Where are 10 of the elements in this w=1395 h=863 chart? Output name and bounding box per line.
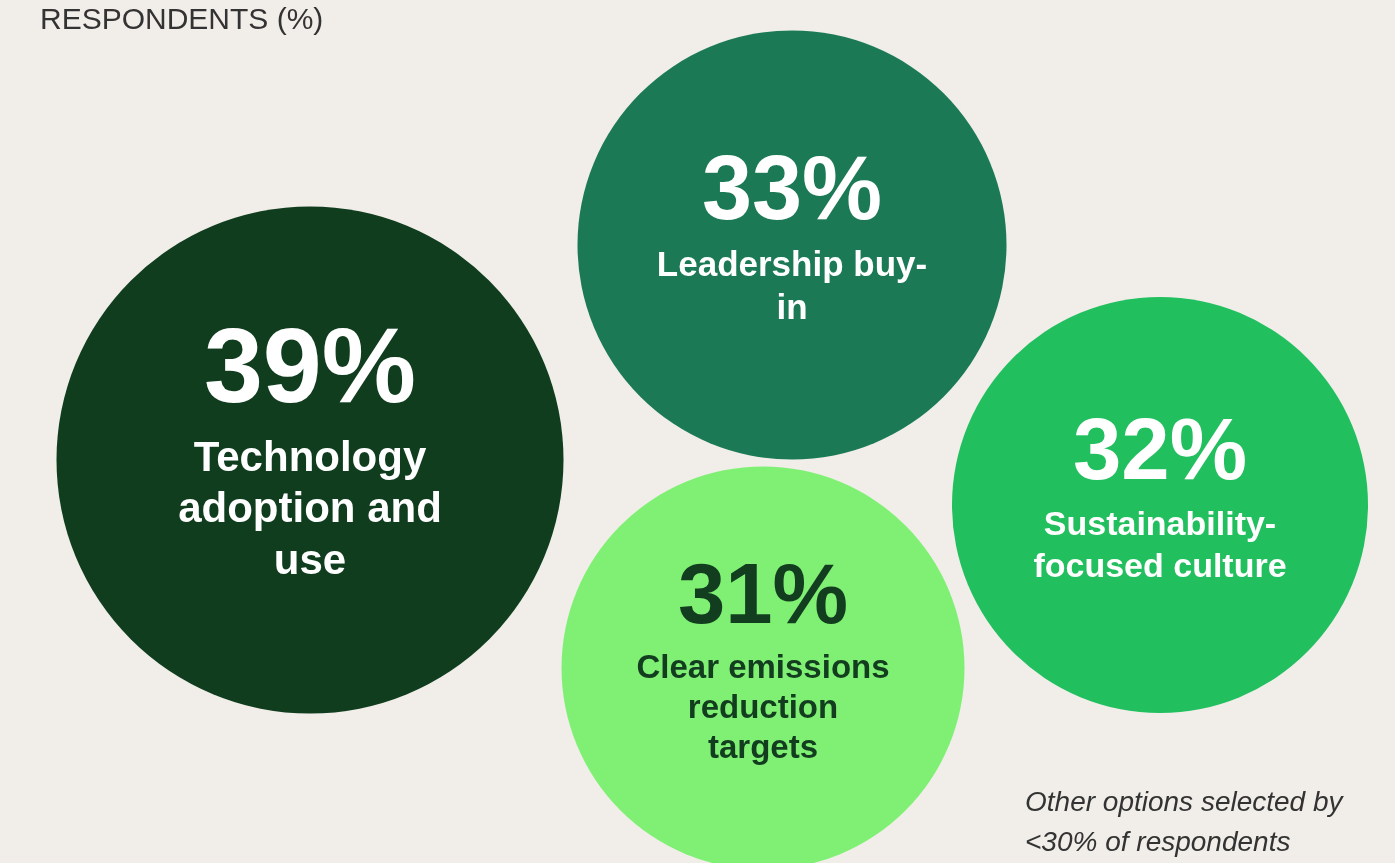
- data-label: 33%: [701, 137, 883, 238]
- text: Other options selected by <30% of respondents: [1025, 784, 1345, 860]
- data-label: 39%: [203, 306, 417, 425]
- data-label: 32%: [1072, 400, 1248, 498]
- category-label: Sustainability-focused culture: [1033, 504, 1287, 584]
- text: RESPONDENTS (%): [40, 2, 324, 36]
- category-label: Leadership buy-in: [656, 244, 928, 327]
- category-label: Clear emissions reduction targets: [636, 647, 890, 766]
- data-label: 31%: [677, 545, 849, 641]
- category-label: Technology adoption and use: [178, 433, 442, 583]
